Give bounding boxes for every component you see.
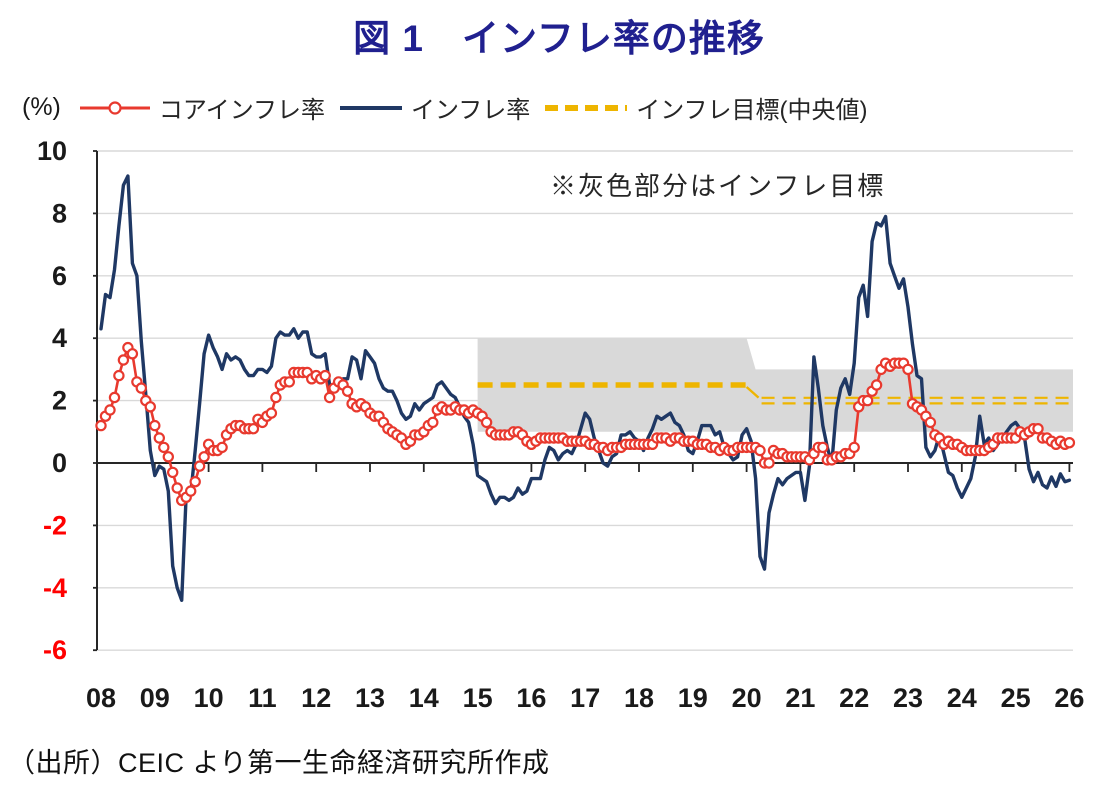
x-axis-tick-label: 08	[86, 683, 116, 713]
core-marker	[117, 354, 130, 366]
y-axis-tick-label: -6	[43, 635, 67, 665]
x-axis-tick-label: 11	[248, 683, 277, 713]
core-marker	[216, 441, 228, 454]
x-axis-tick-label: 13	[355, 683, 385, 713]
x-axis-tick-label: 18	[624, 683, 654, 713]
core-marker	[171, 482, 183, 494]
core-marker	[126, 348, 139, 360]
legend-item-headline: インフレ率	[338, 90, 530, 125]
core-marker	[265, 407, 278, 419]
core-marker	[270, 391, 282, 404]
x-axis-tick-label: 20	[732, 683, 762, 713]
core-marker	[480, 416, 493, 429]
core-marker	[754, 444, 766, 457]
y-axis-tick-label: 6	[52, 261, 67, 291]
core-marker	[341, 385, 354, 397]
core-marker	[113, 369, 125, 382]
source-note: （出所）CEIC より第一生命経済研究所作成	[8, 748, 550, 778]
target-transition-segment	[745, 386, 760, 399]
y-axis-tick-label: 2	[52, 386, 67, 416]
x-axis-tick-label: 14	[409, 683, 439, 713]
y-axis-tick-label: 10	[37, 136, 67, 166]
legend-label-core: コアインフレ率	[158, 97, 325, 124]
core-marker	[247, 423, 260, 435]
chart-legend: (%) コアインフレ率 インフレ率 インフレ目標(中央値)	[22, 90, 868, 125]
y-axis-tick-label: 8	[52, 198, 67, 228]
x-axis-tick-label: 25	[1001, 683, 1031, 713]
core-line-marker-icon	[79, 100, 150, 115]
x-axis-tick-label: 16	[516, 683, 546, 713]
legend-label-headline: インフレ率	[410, 97, 531, 124]
x-axis-tick-label: 23	[893, 683, 923, 713]
y-axis-tick-label: -2	[43, 510, 67, 540]
core-marker	[104, 404, 116, 416]
y-axis-tick-label: 0	[52, 448, 67, 478]
x-axis-tick-label: 09	[140, 683, 170, 713]
core-marker	[870, 379, 883, 391]
x-axis-tick-label: 22	[839, 683, 869, 713]
x-axis-tick-label: 15	[463, 683, 493, 713]
x-axis-tick-label: 19	[678, 683, 708, 713]
core-marker	[135, 382, 147, 394]
core-marker	[848, 441, 860, 454]
core-marker	[763, 457, 775, 469]
core-marker	[149, 419, 161, 432]
target-dash-marker-icon	[545, 104, 628, 111]
core-marker	[166, 466, 179, 479]
core-marker	[184, 485, 197, 497]
core-marker	[153, 432, 165, 444]
headline-inflation-line	[99, 174, 1072, 602]
y-axis-unit-label: (%)	[22, 93, 61, 121]
x-axis-tick-label: 17	[570, 683, 600, 713]
inflation-target-band	[477, 338, 1074, 432]
core-marker	[283, 376, 295, 388]
core-marker	[189, 476, 201, 488]
core-inflation-markers	[95, 341, 1076, 507]
core-marker	[323, 391, 336, 404]
core-marker	[193, 460, 206, 472]
y-axis-tick-label: -4	[43, 573, 67, 603]
core-marker	[817, 441, 829, 454]
core-marker	[902, 363, 914, 376]
band-annotation: ※灰色部分はインフレ目標	[550, 171, 886, 201]
legend-label-target: インフレ目標(中央値)	[636, 97, 868, 124]
x-axis-tick-label: 21	[785, 683, 815, 713]
x-axis-tick-label: 12	[301, 683, 331, 713]
legend-item-core: コアインフレ率	[78, 90, 325, 125]
core-marker	[198, 451, 210, 463]
core-marker	[95, 419, 107, 432]
core-marker	[924, 416, 937, 429]
x-axis-tick-label: 26	[1054, 683, 1084, 713]
core-marker	[162, 451, 174, 463]
headline-line-marker-icon	[339, 105, 402, 110]
core-marker	[108, 391, 121, 404]
core-marker	[144, 401, 156, 413]
legend-item-target: インフレ目標(中央値)	[543, 90, 868, 125]
core-marker	[319, 369, 331, 382]
core-marker	[427, 416, 439, 429]
core-marker	[158, 441, 170, 454]
core-marker	[1032, 423, 1044, 435]
x-axis-tick-label: 10	[194, 683, 224, 713]
figure-title: 図 1 インフレ率の推移	[353, 18, 765, 59]
x-axis-tick-label: 24	[947, 683, 977, 713]
core-marker	[861, 394, 874, 407]
core-marker	[1063, 437, 1076, 449]
y-axis-tick-label: 4	[52, 323, 67, 353]
